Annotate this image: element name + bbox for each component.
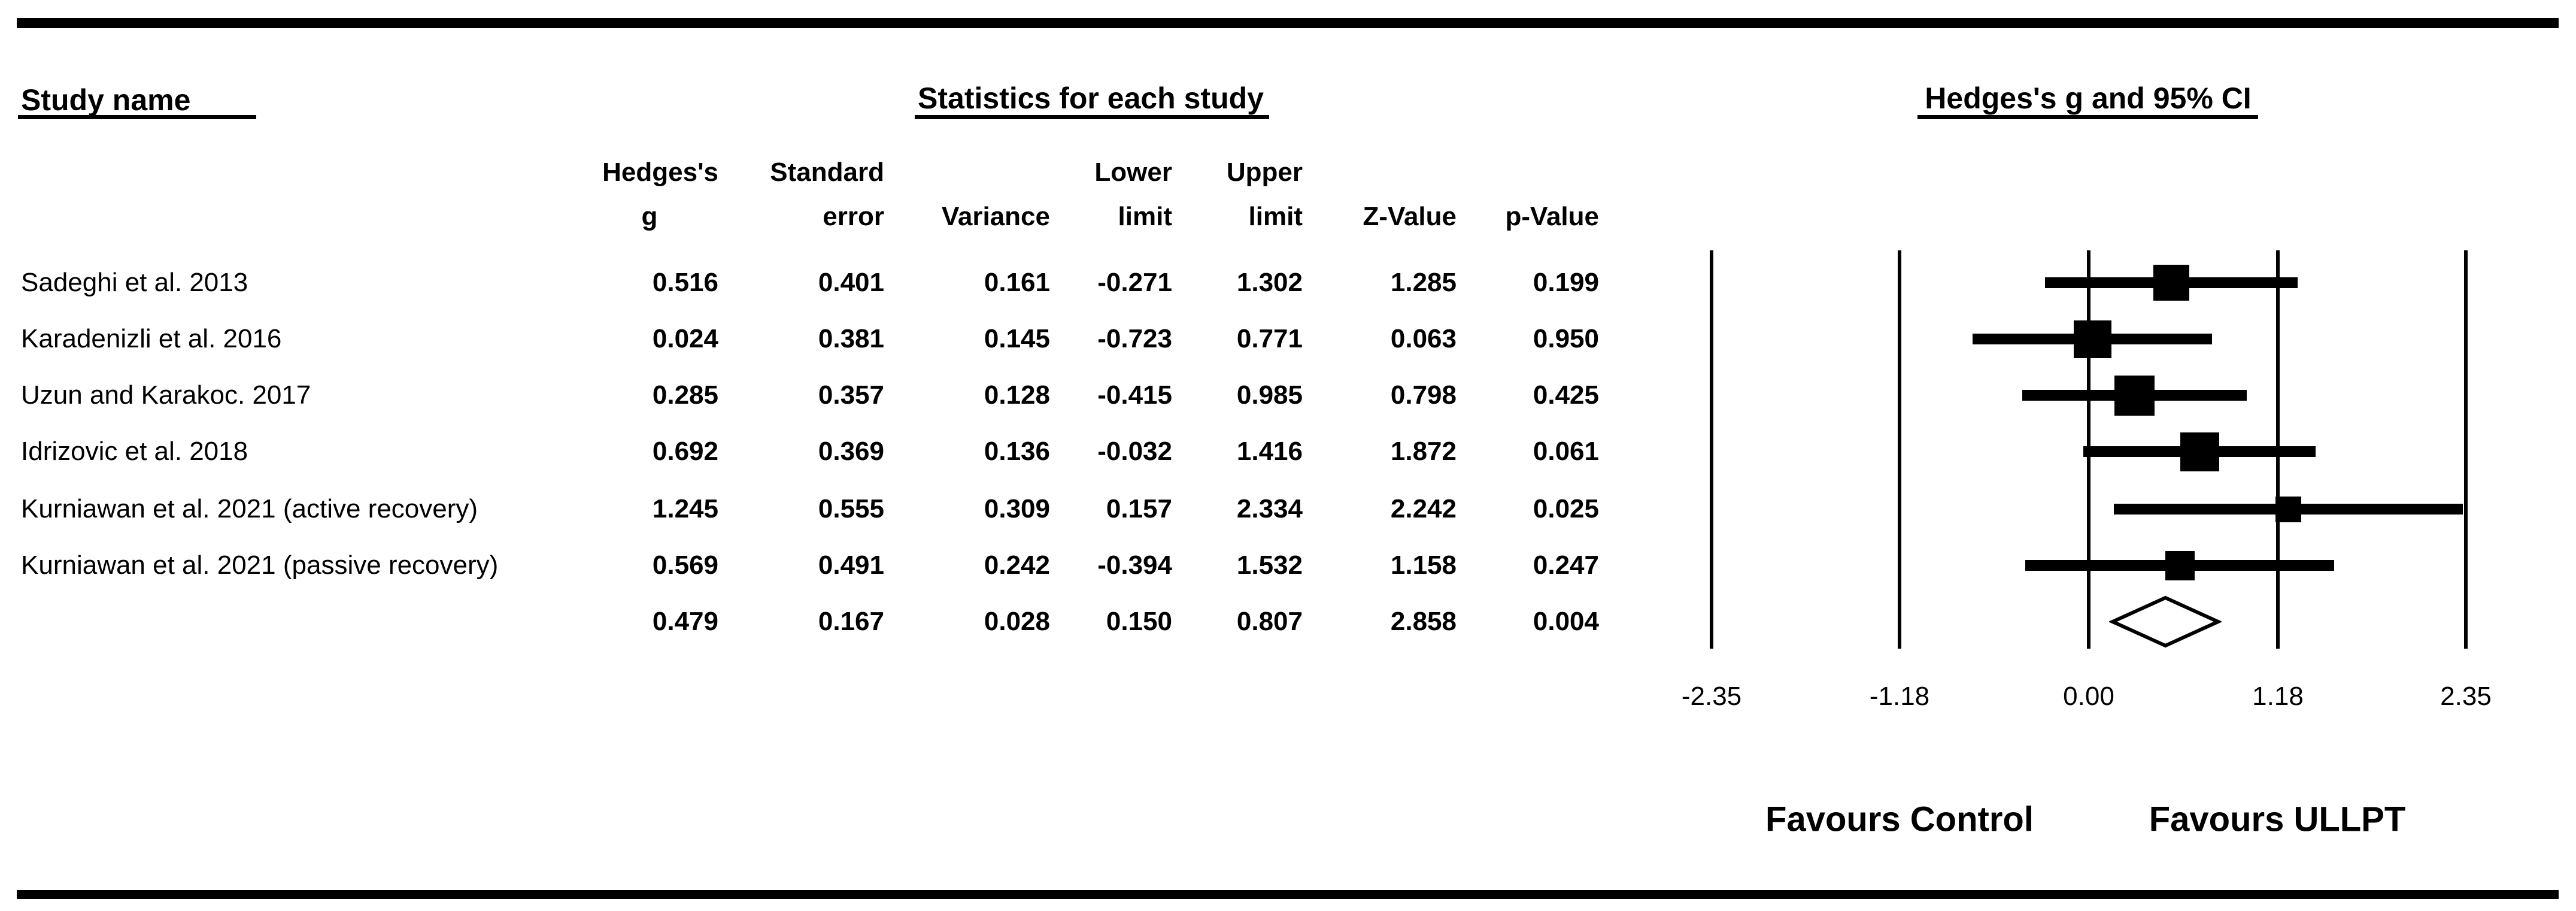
- col-header-line2: Variance: [941, 202, 1050, 231]
- top-border: [17, 18, 2559, 28]
- axis-tick-label: -2.35: [1681, 682, 1742, 711]
- cell-z-value: 1.872: [1390, 437, 1457, 466]
- cell-z-value: 2.242: [1390, 494, 1457, 523]
- col-header-line2: error: [823, 202, 884, 231]
- cell-standard-error: 0.491: [818, 550, 884, 580]
- cell-standard-error: 0.167: [818, 607, 884, 636]
- cell-variance: 0.145: [984, 324, 1050, 353]
- study-name-header: Study name: [21, 83, 191, 117]
- cell-lower-limit: -0.415: [1097, 380, 1172, 410]
- favours-ullpt-label: Favours ULLPT: [2149, 800, 2406, 839]
- cell-p-value: 0.004: [1533, 607, 1599, 636]
- col-header-line1: Standard: [770, 158, 884, 187]
- cell-z-value: 1.285: [1390, 268, 1457, 297]
- cell-lower-limit: -0.394: [1097, 550, 1172, 580]
- study-name-underline: [18, 115, 256, 119]
- ci-underline: [1917, 115, 2258, 119]
- cell-hedges-g: 0.516: [652, 268, 718, 297]
- cell-upper-limit: 1.416: [1236, 437, 1303, 466]
- cell-variance: 0.028: [984, 607, 1050, 636]
- cell-lower-limit: -0.032: [1097, 437, 1172, 466]
- cell-p-value: 0.025: [1533, 494, 1599, 523]
- study-name-cell: Uzun and Karakoc. 2017: [21, 380, 311, 410]
- axis-gridline: [1710, 250, 1713, 649]
- axis-tick-label: -1.18: [1869, 682, 1930, 711]
- effect-square: [2114, 376, 2155, 416]
- cell-variance: 0.161: [984, 268, 1050, 297]
- cell-z-value: 1.158: [1390, 550, 1457, 580]
- cell-upper-limit: 0.771: [1236, 324, 1303, 353]
- cell-p-value: 0.199: [1533, 268, 1599, 297]
- summary-diamond: [2109, 595, 2222, 648]
- cell-upper-limit: 2.334: [1236, 494, 1303, 523]
- study-name-cell: Kurniawan et al. 2021 (active recovery): [21, 494, 478, 523]
- cell-hedges-g: 1.245: [652, 494, 718, 523]
- col-header-line2: p-Value: [1505, 202, 1600, 231]
- col-header-line1: Lower: [1094, 158, 1172, 187]
- cell-hedges-g: 0.024: [652, 324, 718, 353]
- study-name-cell: Karadenizli et al. 2016: [21, 324, 282, 353]
- cell-z-value: 2.858: [1390, 607, 1457, 636]
- col-header-line1: Upper: [1226, 158, 1303, 187]
- cell-standard-error: 0.381: [818, 324, 884, 353]
- cell-p-value: 0.950: [1533, 324, 1599, 353]
- cell-p-value: 0.061: [1533, 437, 1599, 466]
- cell-upper-limit: 1.302: [1236, 268, 1303, 297]
- axis-tick-label: 0.00: [2063, 682, 2114, 711]
- axis-gridline: [1898, 250, 1901, 649]
- cell-standard-error: 0.401: [818, 268, 884, 297]
- cell-upper-limit: 1.532: [1236, 550, 1303, 580]
- col-header-line2: limit: [1118, 202, 1172, 231]
- cell-p-value: 0.247: [1533, 550, 1599, 580]
- effect-square: [2275, 497, 2301, 522]
- stats-underline: [915, 115, 1269, 119]
- ci-header: Hedges's g and 95% CI: [1925, 81, 2252, 115]
- col-header-line2: g: [641, 202, 658, 231]
- cell-standard-error: 0.357: [818, 380, 884, 410]
- col-header-line2: limit: [1248, 202, 1303, 231]
- cell-hedges-g: 0.692: [652, 437, 718, 466]
- cell-lower-limit: -0.723: [1097, 324, 1172, 353]
- cell-hedges-g: 0.569: [652, 550, 718, 580]
- effect-square: [2074, 320, 2111, 358]
- effect-square: [2165, 551, 2195, 580]
- cell-standard-error: 0.369: [818, 437, 884, 466]
- cell-p-value: 0.425: [1533, 380, 1599, 410]
- study-name-cell: Sadeghi et al. 2013: [21, 268, 248, 297]
- effect-square: [2180, 432, 2219, 471]
- study-name-cell: Kurniawan et al. 2021 (passive recovery): [21, 550, 499, 580]
- effect-square: [2153, 265, 2189, 301]
- cell-upper-limit: 0.985: [1236, 380, 1303, 410]
- col-header-line1: Hedges's: [602, 158, 718, 187]
- cell-z-value: 0.063: [1390, 324, 1457, 353]
- bottom-border: [17, 890, 2559, 899]
- cell-variance: 0.242: [984, 550, 1050, 580]
- study-name-cell: Idrizovic et al. 2018: [21, 437, 248, 466]
- cell-hedges-g: 0.479: [652, 607, 718, 636]
- cell-variance: 0.136: [984, 437, 1050, 466]
- axis-gridline: [2464, 250, 2468, 649]
- axis-tick-label: 2.35: [2440, 682, 2492, 711]
- cell-hedges-g: 0.285: [652, 380, 718, 410]
- cell-lower-limit: 0.150: [1106, 607, 1172, 636]
- favours-control-label: Favours Control: [1765, 800, 2034, 839]
- cell-lower-limit: 0.157: [1106, 494, 1172, 523]
- cell-standard-error: 0.555: [818, 494, 884, 523]
- axis-tick-label: 1.18: [2252, 682, 2304, 711]
- cell-variance: 0.309: [984, 494, 1050, 523]
- cell-z-value: 0.798: [1390, 380, 1457, 410]
- stats-header: Statistics for each study: [918, 81, 1264, 115]
- cell-upper-limit: 0.807: [1236, 607, 1303, 636]
- cell-lower-limit: -0.271: [1097, 268, 1172, 297]
- cell-variance: 0.128: [984, 380, 1050, 410]
- col-header-line2: Z-Value: [1363, 202, 1457, 231]
